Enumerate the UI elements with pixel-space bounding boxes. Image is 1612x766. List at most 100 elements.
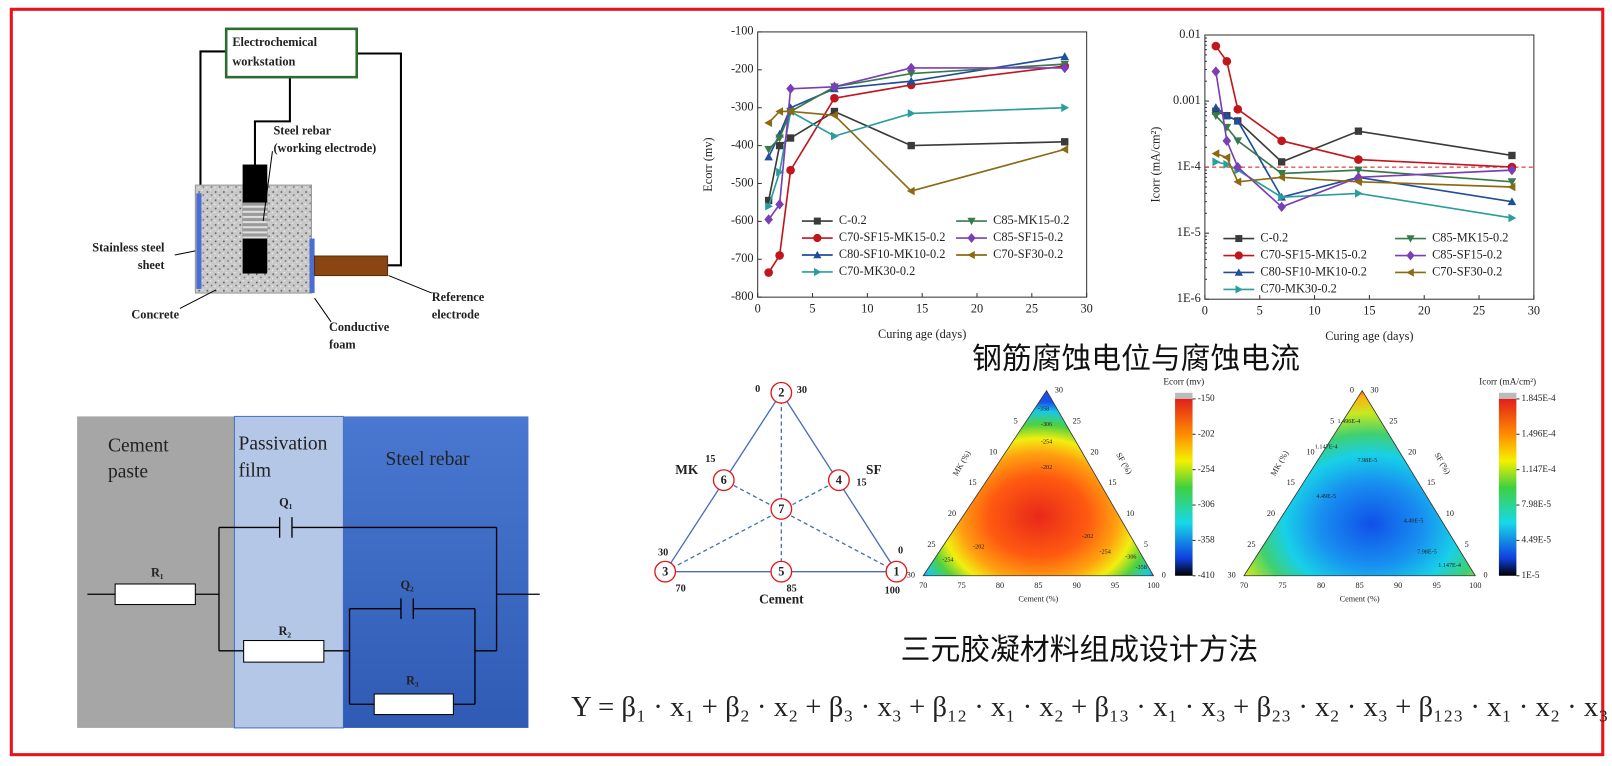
tick-label: 15 <box>968 478 976 487</box>
legend-label: C80-SF10-MK10-0.2 <box>1260 264 1367 278</box>
label: Reference <box>432 290 485 304</box>
tick-label: 20 <box>948 509 956 518</box>
label: Q₂ <box>400 578 414 592</box>
label: film <box>239 460 272 481</box>
marker <box>1223 160 1232 169</box>
marker <box>830 110 838 120</box>
legend-marker <box>967 217 976 226</box>
legend-marker <box>1235 235 1243 243</box>
tick-label: 0 <box>1350 386 1354 395</box>
marker <box>764 196 773 205</box>
series-line <box>768 63 1065 150</box>
marker <box>1211 112 1221 121</box>
legend-label: C70-SF15-MK15-0.2 <box>839 230 946 244</box>
legend-marker <box>1406 268 1414 277</box>
marker <box>775 107 784 116</box>
label: R₂ <box>278 624 291 638</box>
legend-label: C-0.2 <box>1260 230 1288 244</box>
design-tick: 30 <box>797 385 807 396</box>
marker <box>1354 189 1363 198</box>
marker <box>830 131 839 141</box>
colorbar-tick-label: -306 <box>1198 500 1215 510</box>
x-axis-label: Curing age (days) <box>1325 329 1413 343</box>
tick-label: 30 <box>907 571 915 580</box>
series-line <box>1215 71 1512 208</box>
marker <box>764 118 773 128</box>
y-tick-label: 1E-4 <box>1177 159 1201 173</box>
y-tick-label: -300 <box>731 100 754 114</box>
colorbar-tick-label: 1E-5 <box>1522 571 1540 581</box>
legend-label: C70-SF30-0.2 <box>993 247 1063 261</box>
y-tick-label: -800 <box>731 289 754 303</box>
frame <box>9 7 1605 757</box>
x-tick-label: 25 <box>1473 303 1485 317</box>
legend-label: C85-MK15-0.2 <box>993 213 1069 227</box>
tick-label: 5 <box>1144 540 1148 549</box>
legend-marker <box>1406 235 1415 243</box>
tick-label: 85 <box>1034 581 1042 590</box>
marker <box>1233 116 1243 125</box>
colorbar-tick-label: 1.147E-4 <box>1522 465 1557 475</box>
tick-label: 20 <box>1267 509 1275 518</box>
contour-label: 4.49E-5 <box>1316 494 1336 500</box>
contour-label: -358 <box>1135 565 1146 571</box>
legend-label: C70-SF15-MK15-0.2 <box>1260 247 1367 261</box>
marker <box>775 199 784 210</box>
marker <box>1507 164 1517 176</box>
tick-label: 25 <box>1073 416 1081 425</box>
tick-label: 15 <box>1427 478 1435 487</box>
marker <box>1277 136 1286 146</box>
legend-label: C80-SF10-MK10-0.2 <box>839 247 946 261</box>
heading: 三元胶凝材料组成设计方法 <box>901 632 1259 667</box>
tick-label: 25 <box>1389 416 1397 425</box>
x-tick-label: 10 <box>1308 303 1320 317</box>
colorbar <box>1498 398 1517 576</box>
label: workstation <box>232 55 295 69</box>
x-tick-label: 30 <box>1528 303 1540 317</box>
tick-label: 75 <box>1278 581 1286 590</box>
design-point-label: 7 <box>778 502 784 516</box>
legend-marker <box>967 250 975 260</box>
design-point <box>770 560 793 583</box>
marker <box>775 251 784 260</box>
setup-labels: Electrochemical workstation Steel rebar … <box>92 35 485 351</box>
colorbar-title: Ecorr (mv) <box>1163 378 1204 388</box>
axis-label: SF (%) <box>1114 451 1134 476</box>
label: Stainless steel <box>92 241 165 255</box>
tick-label: 95 <box>1433 581 1441 590</box>
marker <box>764 268 773 277</box>
marker <box>1222 153 1231 162</box>
marker <box>1277 170 1286 178</box>
y-tick-label: 0.01 <box>1179 27 1201 41</box>
tick-label: 90 <box>1394 581 1402 590</box>
colorbar-tick-label: -410 <box>1198 571 1215 581</box>
tick-label: 95 <box>1111 581 1119 590</box>
colorbar-cap <box>1175 392 1193 399</box>
colorbar <box>1175 398 1193 576</box>
tick-label: 10 <box>1446 509 1454 518</box>
x-tick-label: 25 <box>1026 301 1038 315</box>
marker <box>1354 177 1362 187</box>
marker <box>1233 137 1243 146</box>
corner-label: SF <box>866 462 882 477</box>
marker <box>1212 107 1220 115</box>
series-line <box>767 110 1065 201</box>
x-tick-label: 20 <box>1418 303 1430 317</box>
design-point-label: 1 <box>893 565 899 579</box>
label: Concrete <box>131 307 179 321</box>
series-line <box>1215 106 1513 203</box>
legend-marker <box>1235 285 1243 294</box>
marker <box>764 214 773 225</box>
tick-label: 30 <box>1055 386 1063 395</box>
corner-label: Cement <box>759 591 804 606</box>
x-tick-label: 20 <box>971 301 983 315</box>
label: R₁ <box>151 566 164 580</box>
legend-marker <box>814 267 822 277</box>
tick-label: 100 <box>1469 581 1481 590</box>
marker <box>1354 166 1363 175</box>
marker <box>1508 151 1516 160</box>
design-tick: 0 <box>755 384 760 395</box>
marker <box>1277 158 1286 166</box>
marker <box>1354 155 1363 164</box>
